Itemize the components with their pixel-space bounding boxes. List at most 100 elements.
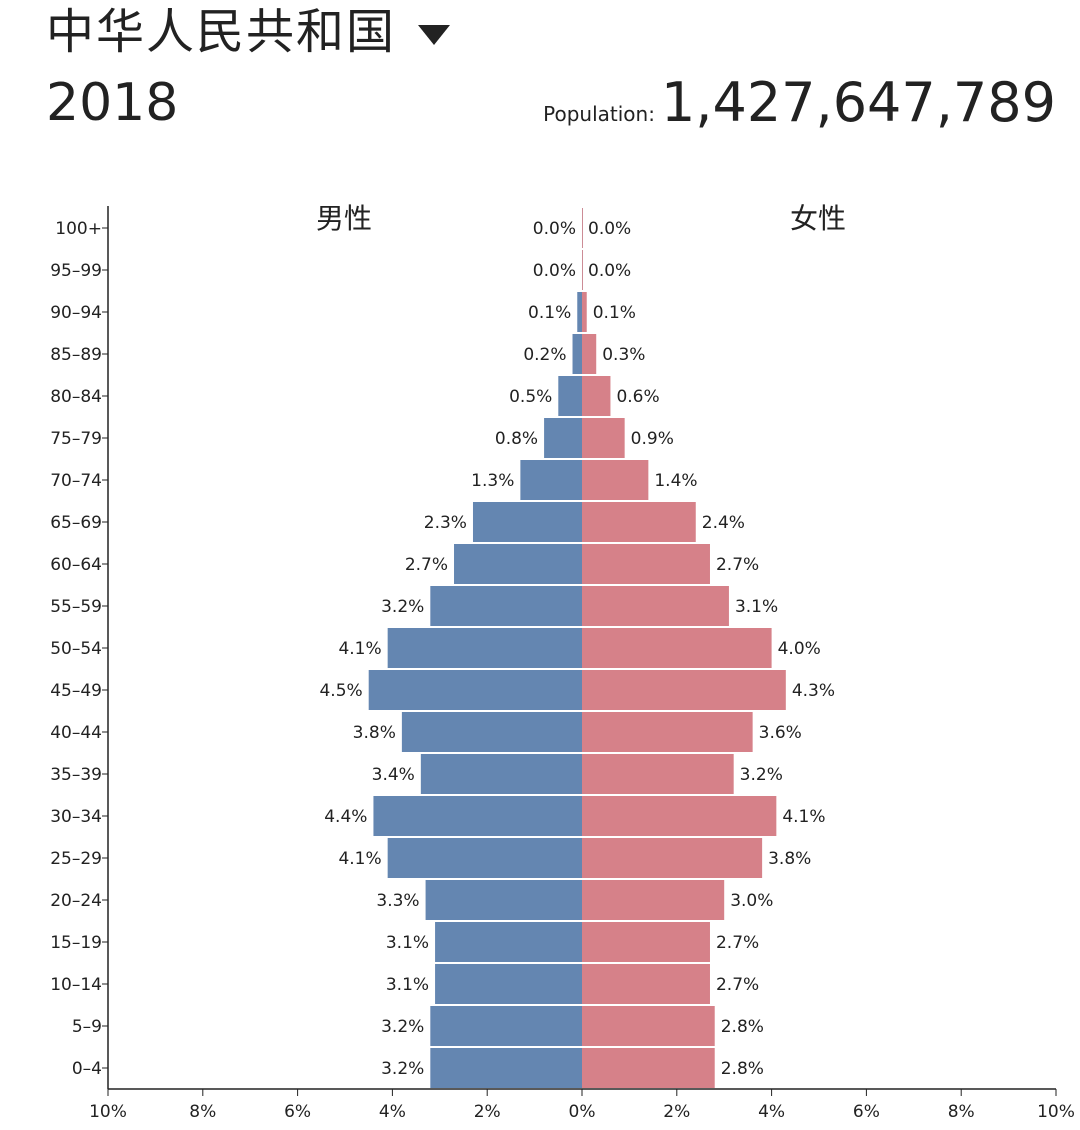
data-label-female: 4.0% xyxy=(778,639,821,659)
data-label-female: 3.8% xyxy=(768,849,811,869)
data-label-female: 1.4% xyxy=(654,471,697,491)
y-tick-label: 85–89 xyxy=(50,345,102,365)
bar-male xyxy=(420,754,582,794)
data-label-male: 0.2% xyxy=(523,345,566,365)
y-tick-label: 75–79 xyxy=(50,429,102,449)
data-label-male: 3.8% xyxy=(353,723,396,743)
bar-male xyxy=(373,796,582,836)
y-tick-label: 60–64 xyxy=(50,555,102,575)
data-label-male: 4.1% xyxy=(338,849,381,869)
y-tick-label: 80–84 xyxy=(50,387,102,407)
data-label-female: 3.1% xyxy=(735,597,778,617)
data-label-male: 3.2% xyxy=(381,1017,424,1037)
y-tick-label: 70–74 xyxy=(50,471,102,491)
data-label-male: 3.3% xyxy=(376,891,419,911)
bar-male xyxy=(387,628,582,668)
bar-female xyxy=(582,712,753,752)
y-tick-label: 35–39 xyxy=(50,765,102,785)
data-label-female: 2.7% xyxy=(716,555,759,575)
country-dropdown[interactable]: 中华人民共和国 xyxy=(46,2,451,62)
bar-male xyxy=(544,418,582,458)
data-label-female: 2.4% xyxy=(702,513,745,533)
bar-male xyxy=(520,460,582,500)
data-label-female: 2.8% xyxy=(721,1059,764,1079)
x-tick-label: 6% xyxy=(853,1102,880,1122)
x-tick-label: 6% xyxy=(284,1102,311,1122)
y-tick-label: 15–19 xyxy=(50,933,102,953)
data-label-female: 2.8% xyxy=(721,1017,764,1037)
year-label: 2018 xyxy=(46,73,179,133)
bar-male xyxy=(435,964,582,1004)
bar-female xyxy=(582,838,763,878)
bar-male xyxy=(401,712,582,752)
population-display: Population: 1,427,647,789 xyxy=(543,72,1056,134)
data-label-male: 2.7% xyxy=(405,555,448,575)
y-tick-label: 90–94 xyxy=(50,303,102,323)
y-tick-label: 40–44 xyxy=(50,723,102,743)
bar-female xyxy=(582,460,649,500)
x-tick-label: 4% xyxy=(758,1102,785,1122)
y-tick-label: 100+ xyxy=(55,219,102,239)
data-label-female: 3.2% xyxy=(740,765,783,785)
data-label-male: 4.1% xyxy=(338,639,381,659)
bar-male xyxy=(430,1006,582,1046)
bar-female xyxy=(582,334,597,374)
y-tick-label: 20–24 xyxy=(50,891,102,911)
x-tick-label: 8% xyxy=(189,1102,216,1122)
bar-female xyxy=(582,292,587,332)
data-label-female: 3.6% xyxy=(759,723,802,743)
data-label-male: 3.2% xyxy=(381,1059,424,1079)
y-tick-label: 55–59 xyxy=(50,597,102,617)
bar-female xyxy=(582,754,734,794)
x-tick-label: 2% xyxy=(663,1102,690,1122)
y-tick-label: 65–69 xyxy=(50,513,102,533)
data-label-male: 3.2% xyxy=(381,597,424,617)
bar-female xyxy=(582,586,729,626)
country-name: 中华人民共和国 xyxy=(46,4,397,60)
series-label-male: 男性 xyxy=(316,202,372,235)
data-label-female: 0.3% xyxy=(602,345,645,365)
bar-female xyxy=(582,250,583,290)
bar-male xyxy=(454,544,582,584)
series-label-female: 女性 xyxy=(790,202,846,235)
data-label-female: 0.0% xyxy=(588,219,631,239)
data-label-female: 3.0% xyxy=(730,891,773,911)
bar-female xyxy=(582,208,583,248)
y-tick-label: 45–49 xyxy=(50,681,102,701)
bar-male xyxy=(558,376,582,416)
bar-female xyxy=(582,880,725,920)
bar-male xyxy=(577,292,582,332)
bar-male xyxy=(472,502,582,542)
bar-female xyxy=(582,628,772,668)
bar-male xyxy=(425,880,582,920)
population-value: 1,427,647,789 xyxy=(660,71,1056,134)
header: 中华人民共和国 2018 Population: 1,427,647,789 xyxy=(46,0,1056,150)
data-label-male: 4.4% xyxy=(324,807,367,827)
bar-female xyxy=(582,796,777,836)
data-label-male: 3.1% xyxy=(386,933,429,953)
y-tick-label: 10–14 xyxy=(50,975,102,995)
bar-female xyxy=(582,1048,715,1088)
data-label-male: 4.5% xyxy=(319,681,362,701)
bar-female xyxy=(582,376,611,416)
data-label-male: 2.3% xyxy=(424,513,467,533)
y-tick-label: 50–54 xyxy=(50,639,102,659)
x-tick-label: 10% xyxy=(89,1102,127,1122)
bar-male xyxy=(368,670,582,710)
bar-female xyxy=(582,502,696,542)
data-label-female: 4.3% xyxy=(792,681,835,701)
bar-female xyxy=(582,418,625,458)
population-label: Population: xyxy=(543,102,655,126)
x-tick-label: 4% xyxy=(379,1102,406,1122)
data-label-male: 3.4% xyxy=(372,765,415,785)
bar-female xyxy=(582,964,710,1004)
x-tick-label: 10% xyxy=(1037,1102,1075,1122)
bar-male xyxy=(387,838,582,878)
bar-female xyxy=(582,922,710,962)
data-label-male: 1.3% xyxy=(471,471,514,491)
bar-female xyxy=(582,544,710,584)
caret-down-icon[interactable] xyxy=(418,25,451,45)
data-label-male: 0.0% xyxy=(533,219,576,239)
data-label-male: 0.5% xyxy=(509,387,552,407)
